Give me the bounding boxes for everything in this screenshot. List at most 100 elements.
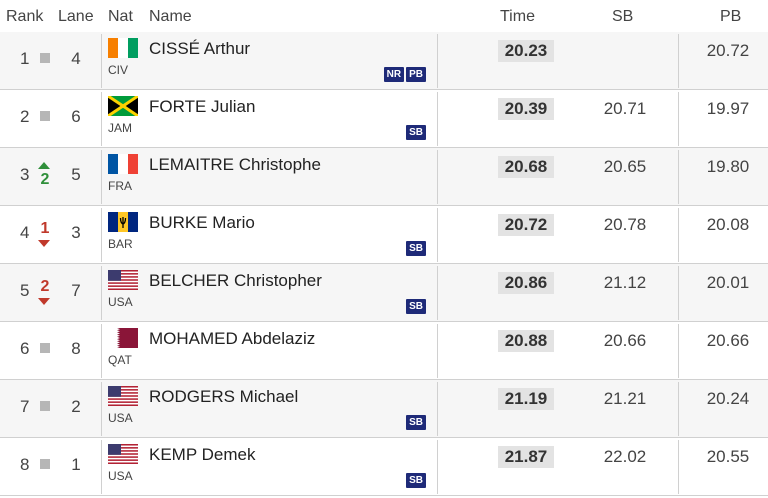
table-row[interactable]: 7 2 USA RODGERS Michael SB 21.19 21.21 20.24 [0,380,768,438]
nationality: QAT [108,353,132,367]
nationality: USA [108,469,133,483]
athlete-name[interactable]: MOHAMED Abdelaziz [149,329,316,348]
rank: 1 [20,49,30,68]
result-time: 20.39 [498,98,554,120]
column-divider [678,208,679,262]
column-divider [101,34,102,88]
nationality: USA [108,411,133,425]
rank-up-icon [38,162,50,169]
table-row[interactable]: 3 2 5 FRA LEMAITRE Christophe 20.68 20.65 19.80 [0,148,768,206]
personal-best: 19.80 [706,157,750,176]
athlete-name[interactable]: CISSÉ Arthur [149,39,251,58]
season-best: 20.71 [603,99,647,118]
season-best: 21.12 [603,273,647,292]
column-divider [437,92,438,146]
usa-flag-icon [108,270,138,290]
rank: 2 [20,107,30,126]
column-divider [101,92,102,146]
record-badges: SB [406,473,426,488]
personal-best: 20.66 [706,331,750,350]
no-change-icon [40,53,50,63]
season-best: 20.66 [603,331,647,350]
usa-flag-icon [108,444,138,464]
table-header: Rank Lane Nat Name Time SB PB [0,0,768,32]
result-time: 20.23 [498,40,554,62]
athlete-name[interactable]: BURKE Mario [149,213,255,232]
jam-flag-icon [108,96,138,116]
season-best: 22.02 [603,447,647,466]
athlete-name[interactable]: LEMAITRE Christophe [149,155,321,174]
lane: 1 [71,455,81,474]
header-lane[interactable]: Lane [58,8,94,25]
header-nat[interactable]: Nat [108,8,133,25]
rank: 7 [20,397,30,416]
qat-flag-icon [108,328,138,348]
record-badge: PB [406,67,426,82]
no-change-icon [40,401,50,411]
record-badge: SB [406,241,426,256]
column-divider [101,266,102,320]
column-divider [678,324,679,378]
personal-best: 20.24 [706,389,750,408]
column-divider [437,382,438,436]
rank-down-icon [38,298,50,305]
athlete-name[interactable]: FORTE Julian [149,97,256,116]
nationality: USA [108,295,133,309]
season-best: 21.21 [603,389,647,408]
bar-flag-icon [108,212,138,232]
personal-best: 19.97 [706,99,750,118]
lane: 3 [71,223,81,242]
no-change-icon [40,459,50,469]
lane: 6 [71,107,81,126]
athlete-name[interactable]: RODGERS Michael [149,387,299,406]
column-divider [437,34,438,88]
table-row[interactable]: 1 4 CIV CISSÉ Arthur NR PB 20.23 20.72 [0,32,768,90]
athlete-name[interactable]: BELCHER Christopher [149,271,322,290]
column-divider [437,208,438,262]
rank: 3 [20,165,30,184]
result-time: 20.86 [498,272,554,294]
header-pb[interactable]: PB [720,8,742,25]
lane: 4 [71,49,81,68]
record-badges: NR PB [383,67,426,82]
fra-flag-icon [108,154,138,174]
nationality: FRA [108,179,132,193]
nationality: CIV [108,63,129,77]
season-best: 20.78 [603,215,647,234]
rank: 5 [20,281,30,300]
column-divider [437,266,438,320]
usa-flag-icon [108,386,138,406]
rank: 8 [20,455,30,474]
column-divider [678,440,679,494]
rank-change-value: 2 [40,278,50,295]
rank: 6 [20,339,30,358]
header-name[interactable]: Name [149,8,192,25]
lane: 7 [71,281,81,300]
column-divider [101,440,102,494]
record-badges: SB [406,125,426,140]
record-badges: SB [406,415,426,430]
table-row[interactable]: 6 8 QAT MOHAMED Abdelaziz 20.88 20.66 20.66 [0,322,768,380]
table-row[interactable]: 8 1 USA KEMP Demek SB 21.87 22.02 20.55 [0,438,768,496]
record-badge: SB [406,125,426,140]
header-rank[interactable]: Rank [6,8,44,25]
column-divider [678,92,679,146]
column-divider [437,150,438,204]
table-row[interactable]: 2 6 JAM FORTE Julian SB 20.39 20.71 19.97 [0,90,768,148]
table-row[interactable]: 5 2 7 USA BELCHER Christopher SB 20.86 21.12 20.… [0,264,768,322]
result-time: 20.68 [498,156,554,178]
record-badge: SB [406,299,426,314]
result-time: 20.72 [498,214,554,236]
season-best: 20.65 [603,157,647,176]
header-sb[interactable]: SB [612,8,634,25]
rank-change-value: 2 [40,171,50,188]
result-time: 21.87 [498,446,554,468]
no-change-icon [40,111,50,121]
table-row[interactable]: 4 1 3 BAR BURKE Mario SB 20.72 20.78 20.08 [0,206,768,264]
athlete-name[interactable]: KEMP Demek [149,445,256,464]
column-divider [437,324,438,378]
personal-best: 20.55 [706,447,750,466]
header-time[interactable]: Time [500,8,535,25]
column-divider [437,440,438,494]
